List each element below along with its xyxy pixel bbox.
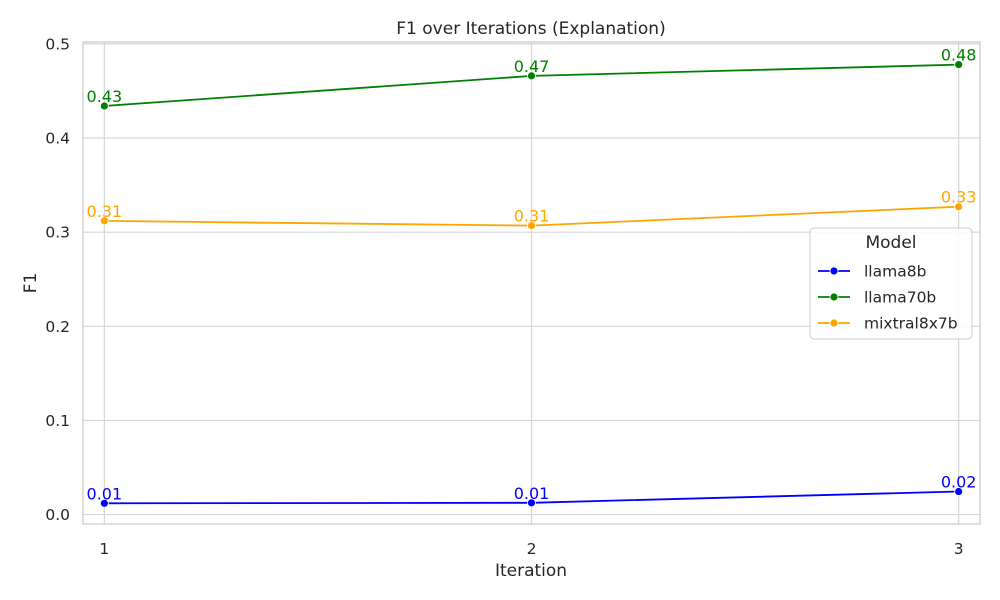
chart-title: F1 over Iterations (Explanation) — [396, 19, 665, 39]
data-label: 0.01 — [514, 484, 550, 503]
legend-box — [809, 227, 973, 340]
legend-item-mixtral8x7b: mixtral8x7b — [818, 315, 958, 333]
data-point — [99, 498, 109, 508]
y-tick-label: 0.5 — [45, 35, 70, 53]
tick-labels: 0.0 0.1 0.2 0.3 0.4 0.5 1 2 3 — [45, 35, 963, 558]
x-tick-label: 1 — [99, 540, 109, 558]
legend-marker — [829, 318, 839, 328]
data-point — [954, 202, 964, 212]
y-tick-label: 0.1 — [45, 412, 70, 430]
y-tick-label: 0.3 — [45, 224, 70, 242]
plot-frame — [82, 41, 981, 525]
y-tick-label: 0.0 — [45, 506, 70, 524]
y-tick-label: 0.4 — [45, 130, 70, 148]
series: 0.01 0.01 0.02 0.43 0.47 0.48 0.31 0.31 0.33 — [87, 46, 977, 508]
legend-marker — [829, 266, 839, 276]
legend-title: Model — [865, 233, 916, 253]
legend-label: llama70b — [864, 289, 936, 307]
data-label: 0.48 — [941, 46, 977, 65]
data-label: 0.02 — [941, 473, 977, 492]
x-tick-label: 3 — [954, 540, 964, 558]
series-llama70b: 0.43 0.47 0.48 — [87, 46, 977, 111]
legend-marker — [829, 292, 839, 302]
data-point — [527, 71, 536, 81]
data-point — [527, 221, 536, 230]
series-mixtral8x7b: 0.31 0.31 0.33 — [87, 188, 977, 230]
data-point — [99, 101, 109, 111]
data-label: 0.33 — [941, 188, 977, 207]
data-point — [954, 487, 964, 496]
y-axis-label: F1 — [21, 273, 41, 294]
data-label: 0.43 — [87, 87, 123, 106]
legend-label: mixtral8x7b — [864, 315, 958, 333]
legend-item-llama70b: llama70b — [818, 289, 936, 307]
data-point — [954, 60, 964, 69]
y-tick-label: 0.2 — [45, 318, 70, 336]
legend-item-llama8b: llama8b — [818, 263, 926, 281]
legend-label: llama8b — [864, 263, 926, 281]
x-tick-label: 2 — [527, 540, 537, 558]
data-label: 0.47 — [514, 57, 550, 76]
series-llama8b: 0.01 0.01 0.02 — [87, 473, 977, 508]
data-label: 0.01 — [87, 484, 123, 503]
legend: Model llama8b llama70b mixtral8x7b — [809, 227, 973, 340]
data-point — [527, 498, 536, 508]
data-label: 0.31 — [87, 202, 123, 221]
data-point — [99, 216, 109, 226]
grid — [83, 42, 980, 524]
x-axis-label: Iteration — [495, 561, 567, 581]
legend-items: llama8b llama70b mixtral8x7b — [818, 263, 958, 333]
data-label: 0.31 — [514, 207, 550, 226]
